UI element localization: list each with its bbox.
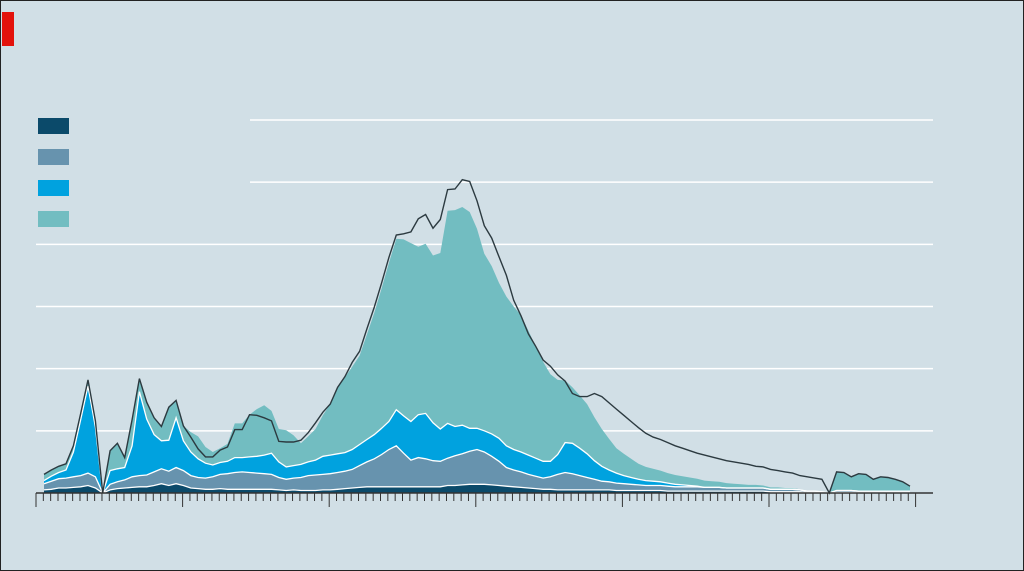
legend-item-2	[38, 149, 69, 180]
area-series-2	[44, 445, 910, 493]
stacked-areas	[43, 178, 911, 495]
series-divider-1	[43, 483, 910, 494]
legend-item-4	[38, 211, 69, 242]
area-series-1	[44, 483, 910, 493]
brand-red-tag	[2, 12, 14, 46]
x-axis	[35, 492, 933, 507]
legend-item-3	[38, 180, 69, 211]
total-outline	[43, 178, 911, 495]
legend-swatch-1	[38, 118, 69, 134]
legend-swatch-2	[38, 149, 69, 165]
legend-swatch-4	[38, 211, 69, 227]
legend-item-1	[38, 118, 69, 149]
area-series-3	[44, 386, 910, 493]
area-series-4	[44, 207, 910, 493]
legend	[38, 118, 69, 242]
legend-swatch-3	[38, 180, 69, 196]
series-divider-3	[43, 385, 910, 494]
